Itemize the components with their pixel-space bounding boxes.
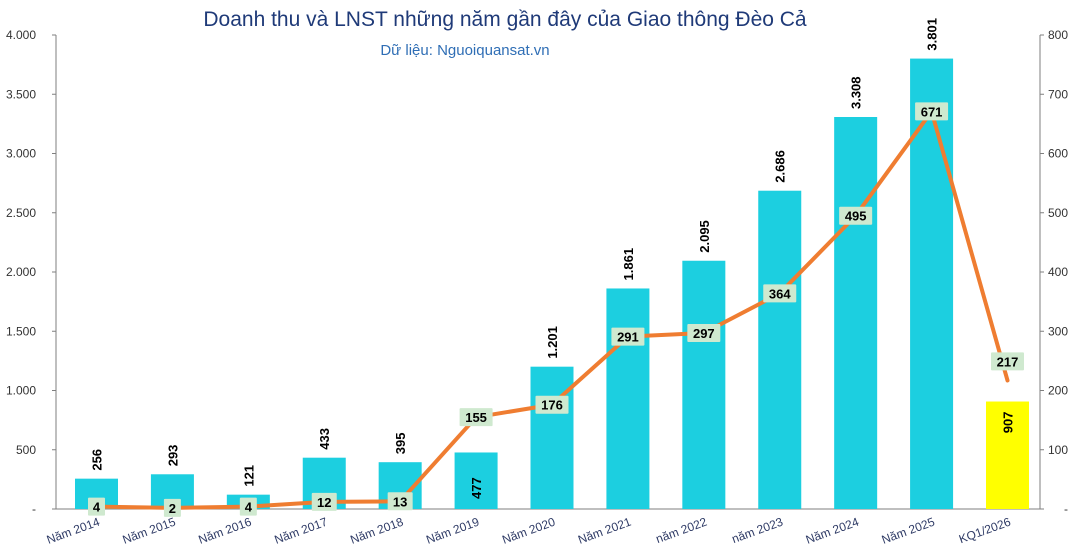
y-left-tick-label: 1.500 [6,324,36,338]
bar-data-label: 2.095 [697,220,712,253]
line-data-label: 297 [693,326,715,341]
line-label-box [763,284,797,303]
line-data-label: 4 [245,500,253,515]
line-label-box [239,497,257,516]
bar-data-label: 121 [241,465,256,487]
bar-data-label: 1.201 [545,326,560,359]
line-data-label: 176 [541,398,563,413]
y-right-tick-label: 400 [1048,265,1068,279]
bar-data-label: 433 [317,428,332,450]
line-data-label: 155 [465,410,487,425]
y-right-tick-label: 800 [1048,28,1068,42]
bar [454,452,498,509]
line-label-box [839,206,873,225]
bar [682,260,726,509]
x-tick-label: Năm 2021 [576,515,633,547]
x-tick-label: Năm 2020 [500,515,557,547]
line-data-label: 364 [769,286,791,301]
y-left-tick-label: 3.500 [6,87,36,101]
line-data-label: 495 [845,209,867,224]
chart-title: Doanh thu và LNST những năm gần đây của … [203,8,807,31]
line-data-label: 291 [617,330,639,345]
y-right-tick-label: 200 [1048,384,1068,398]
line-data-label: 13 [393,494,407,509]
bar-data-label: 395 [393,432,408,454]
line-data-label: 2 [169,501,176,516]
line-label-box [915,102,949,121]
x-tick-label: Năm 2024 [804,515,861,547]
y-left-tick-label: 1.000 [6,384,36,398]
bar [530,366,574,509]
bar-data-label: 3.308 [849,76,864,109]
bar [606,288,650,509]
line-label-box [459,408,493,427]
line-data-label: 12 [317,495,331,510]
y-left-tick-label: 2.000 [6,265,36,279]
data-labels: 256 293 121 433 395 477 1.201 1.861 2.095 2.686 3.… [88,18,1024,517]
x-tick-label: KQ1/2026 [957,515,1013,547]
y-right-tick-label: 500 [1048,206,1068,220]
line-label-box [535,395,569,414]
x-tick-label: Năm 2025 [880,515,937,547]
y-left-tick-label: 2.500 [6,206,36,220]
bar-data-label: 2.686 [773,150,788,183]
x-tick-label: Năm 2015 [121,515,178,547]
x-tick-label: Năm 2016 [197,515,254,547]
y-right-tick-label: 300 [1048,324,1068,338]
x-tick-label: Năm 2019 [424,515,481,547]
bar [758,190,802,510]
bar-data-label: 477 [469,477,484,499]
line-label-box [387,492,413,511]
bar-series [75,58,1029,510]
bar [910,58,954,509]
y-left-tick-label: 500 [16,443,36,457]
y-left-tick-label: 3.000 [6,147,36,161]
line-label-box [88,497,105,516]
y-right-tick-label: 700 [1048,87,1068,101]
line-data-label: 217 [997,354,1019,369]
line-label-box [687,324,721,343]
line-label-box [311,492,337,511]
y-right-tick-label: 600 [1048,147,1068,161]
x-tick-label: Năm 2014 [45,515,102,547]
line-label-box [163,498,181,517]
bar [834,117,878,509]
line-data-label: 4 [93,500,101,515]
x-tick-label: năm 2022 [654,515,709,547]
y-left-tick-label: - [32,502,36,516]
y-left-tick-label: 4.000 [6,28,36,42]
line-label-box [611,327,645,346]
line-label-box [991,352,1024,371]
bar-data-label: 256 [90,449,105,471]
bar [986,401,1029,509]
y-right-tick-label: - [1064,502,1068,516]
bar-data-label: 1.861 [621,248,636,281]
line-data-label: 671 [921,104,943,119]
bar-data-label: 3.801 [925,18,940,51]
bar-data-label: 293 [165,445,180,467]
x-tick-label: Năm 2018 [348,515,405,547]
bar-data-label: 907 [1001,412,1016,434]
x-tick-label: năm 2023 [730,515,785,547]
x-tick-label: Năm 2017 [272,515,329,547]
chart-subtitle: Dữ liệu: Nguoiquansat.vn [380,42,550,59]
y-right-tick-label: 100 [1048,443,1068,457]
